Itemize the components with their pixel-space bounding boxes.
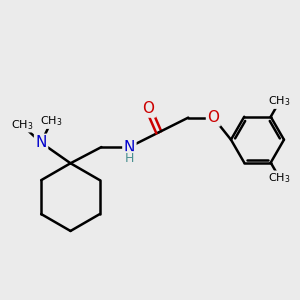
Text: N: N — [35, 135, 47, 150]
Text: CH$_3$: CH$_3$ — [268, 171, 291, 185]
Text: H: H — [125, 152, 134, 165]
Text: O: O — [142, 101, 154, 116]
Text: CH$_3$: CH$_3$ — [40, 115, 63, 128]
Text: CH$_3$: CH$_3$ — [11, 118, 33, 132]
Text: N: N — [124, 140, 135, 154]
Text: CH$_3$: CH$_3$ — [268, 94, 291, 108]
Text: O: O — [207, 110, 219, 125]
